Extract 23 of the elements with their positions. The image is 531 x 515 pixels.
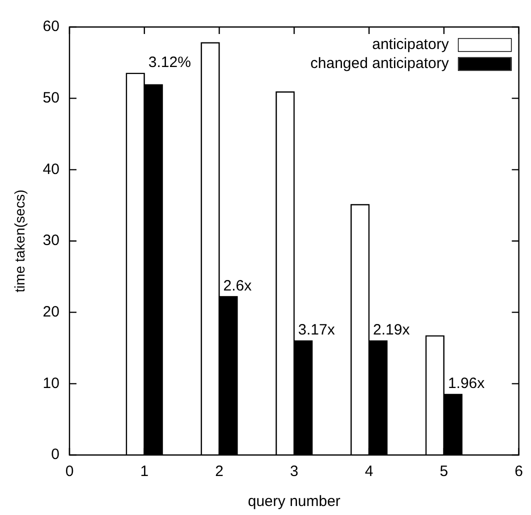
y-tick-label: 50 — [42, 89, 60, 106]
x-tick-label: 3 — [290, 463, 298, 480]
legend-label: changed anticipatory — [310, 55, 450, 72]
y-axis-title: time taken(secs) — [11, 190, 28, 292]
x-tick-label: 5 — [440, 463, 448, 480]
y-tick-label: 30 — [42, 232, 60, 250]
x-tick-label: 0 — [65, 463, 74, 480]
y-tick-label: 0 — [51, 446, 60, 464]
y-tick-label: 60 — [42, 18, 60, 36]
y-tick-label: 20 — [42, 303, 60, 320]
annotation: 3.17x — [298, 322, 336, 339]
x-tick-label: 2 — [215, 463, 224, 480]
annotation: 1.96x — [448, 375, 486, 392]
y-tick-label: 10 — [42, 374, 60, 392]
x-tick-label: 1 — [140, 463, 149, 480]
x-tick-label: 6 — [514, 463, 523, 480]
annotation: 2.6x — [223, 277, 252, 294]
annotation: 3.12% — [148, 54, 191, 72]
annotation: 2.19x — [373, 322, 410, 339]
y-tick-label: 40 — [42, 160, 60, 178]
x-tick-label: 4 — [364, 463, 374, 480]
x-axis-title: query number — [248, 493, 340, 510]
legend-label: anticipatory — [372, 36, 450, 54]
